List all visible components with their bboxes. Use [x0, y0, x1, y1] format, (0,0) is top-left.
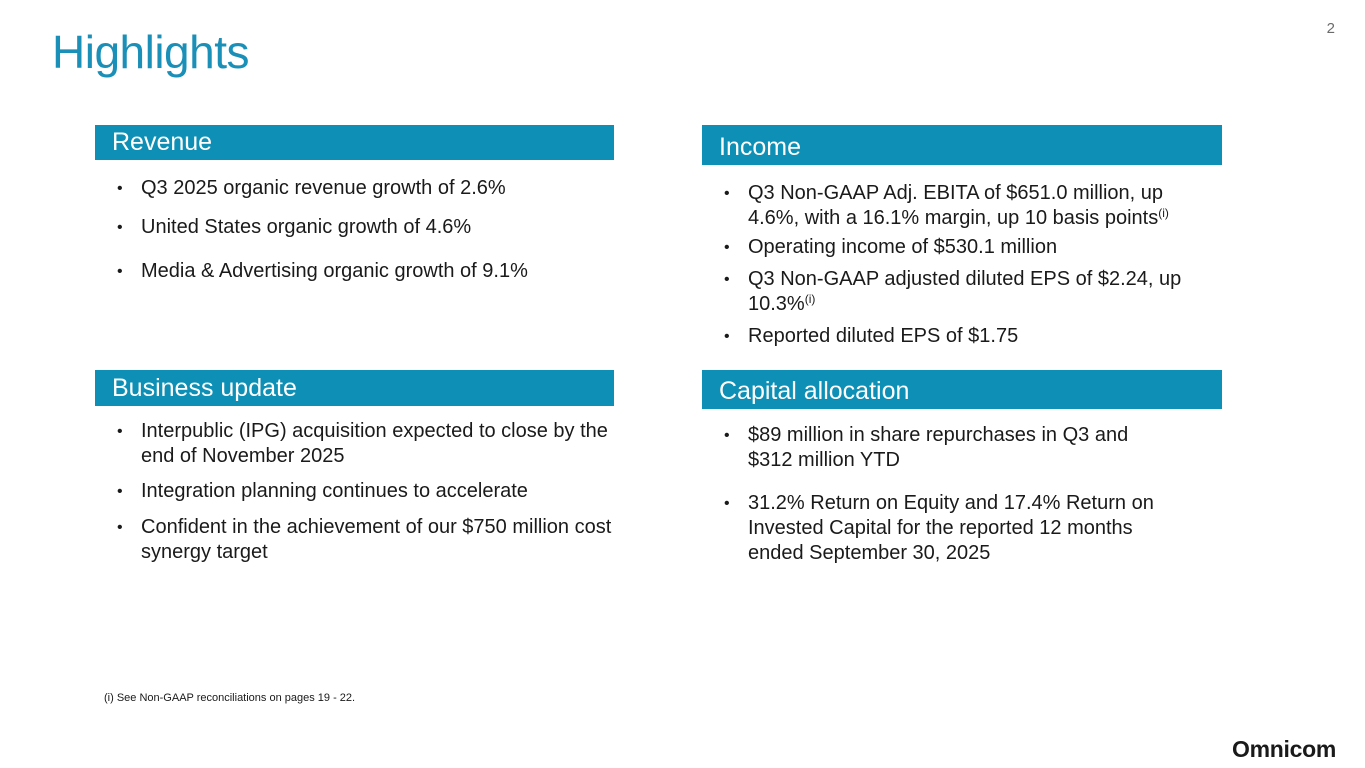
capital-allocation-bullets: • $89 million in share repurchases in Q3 …: [702, 423, 1172, 566]
business-update-section: Business update • Interpublic (IPG) acqui…: [95, 370, 614, 565]
bullet-dot: •: [724, 239, 730, 256]
revenue-header: Revenue: [95, 125, 614, 160]
bullet-item: • Confident in the achievement of our $75…: [117, 516, 612, 563]
bullet-dot: •: [117, 483, 123, 500]
revenue-section: Revenue • Q3 2025 organic revenue growth …: [95, 125, 614, 284]
footnote-marker: (i): [1158, 206, 1169, 220]
bullet-dot: •: [117, 180, 123, 197]
bullet-item: • Integration planning continues to accel…: [117, 480, 528, 502]
bullet-dot: •: [724, 185, 730, 202]
capital-allocation-header: Capital allocation: [702, 370, 1222, 409]
bullet-dot: •: [724, 427, 730, 444]
bullet-dot: •: [117, 219, 123, 236]
page-number: 2: [1326, 20, 1335, 37]
bullet-dot: •: [724, 328, 730, 345]
omnicom-logo: Omnicom: [1232, 736, 1336, 762]
revenue-bullets: • Q3 2025 organic revenue growth of 2.6% …: [95, 176, 614, 284]
bullet-item: • $89 million in share repurchases in Q3 …: [724, 424, 1129, 471]
bullet-item: • 31.2% Return on Equity and 17.4% Return…: [724, 492, 1154, 564]
bullet-item: • Q3 2025 organic revenue growth of 2.6%: [117, 177, 506, 199]
bullet-item: • Reported diluted EPS of $1.75: [724, 325, 1019, 347]
bullet-item: • Operating income of $530.1 million: [724, 236, 1058, 258]
footnote-marker: (i): [804, 292, 816, 306]
bullet-dot: •: [724, 495, 730, 512]
income-section: Income • Q3 Non-GAAP Adj. EBITA of $651.0…: [702, 125, 1222, 349]
bullet-item: • Q3 Non-GAAP Adj. EBITA of $651.0 millio…: [724, 182, 1169, 229]
bullet-dot: •: [724, 271, 730, 288]
income-bullets: • Q3 Non-GAAP Adj. EBITA of $651.0 millio…: [702, 181, 1212, 349]
bullet-dot: •: [117, 423, 123, 440]
business-update-bullets: • Interpublic (IPG) acquisition expected …: [95, 419, 614, 565]
page-title: Highlights: [52, 26, 250, 78]
income-header: Income: [702, 125, 1222, 165]
bullet-item: • Q3 Non-GAAP adjusted diluted EPS of $2.…: [724, 268, 1182, 315]
business-update-header: Business update: [95, 370, 614, 406]
bullet-dot: •: [117, 519, 123, 536]
bullet-item: • Interpublic (IPG) acquisition expected …: [117, 420, 608, 467]
capital-allocation-section: Capital allocation • $89 million in share…: [702, 370, 1222, 566]
bullet-dot: •: [117, 263, 123, 280]
bullet-item: • Media & Advertising organic growth of 9…: [117, 260, 528, 282]
footnote: (i) See Non-GAAP reconciliations on page…: [104, 692, 356, 704]
bullet-item: • United States organic growth of 4.6%: [117, 216, 472, 238]
